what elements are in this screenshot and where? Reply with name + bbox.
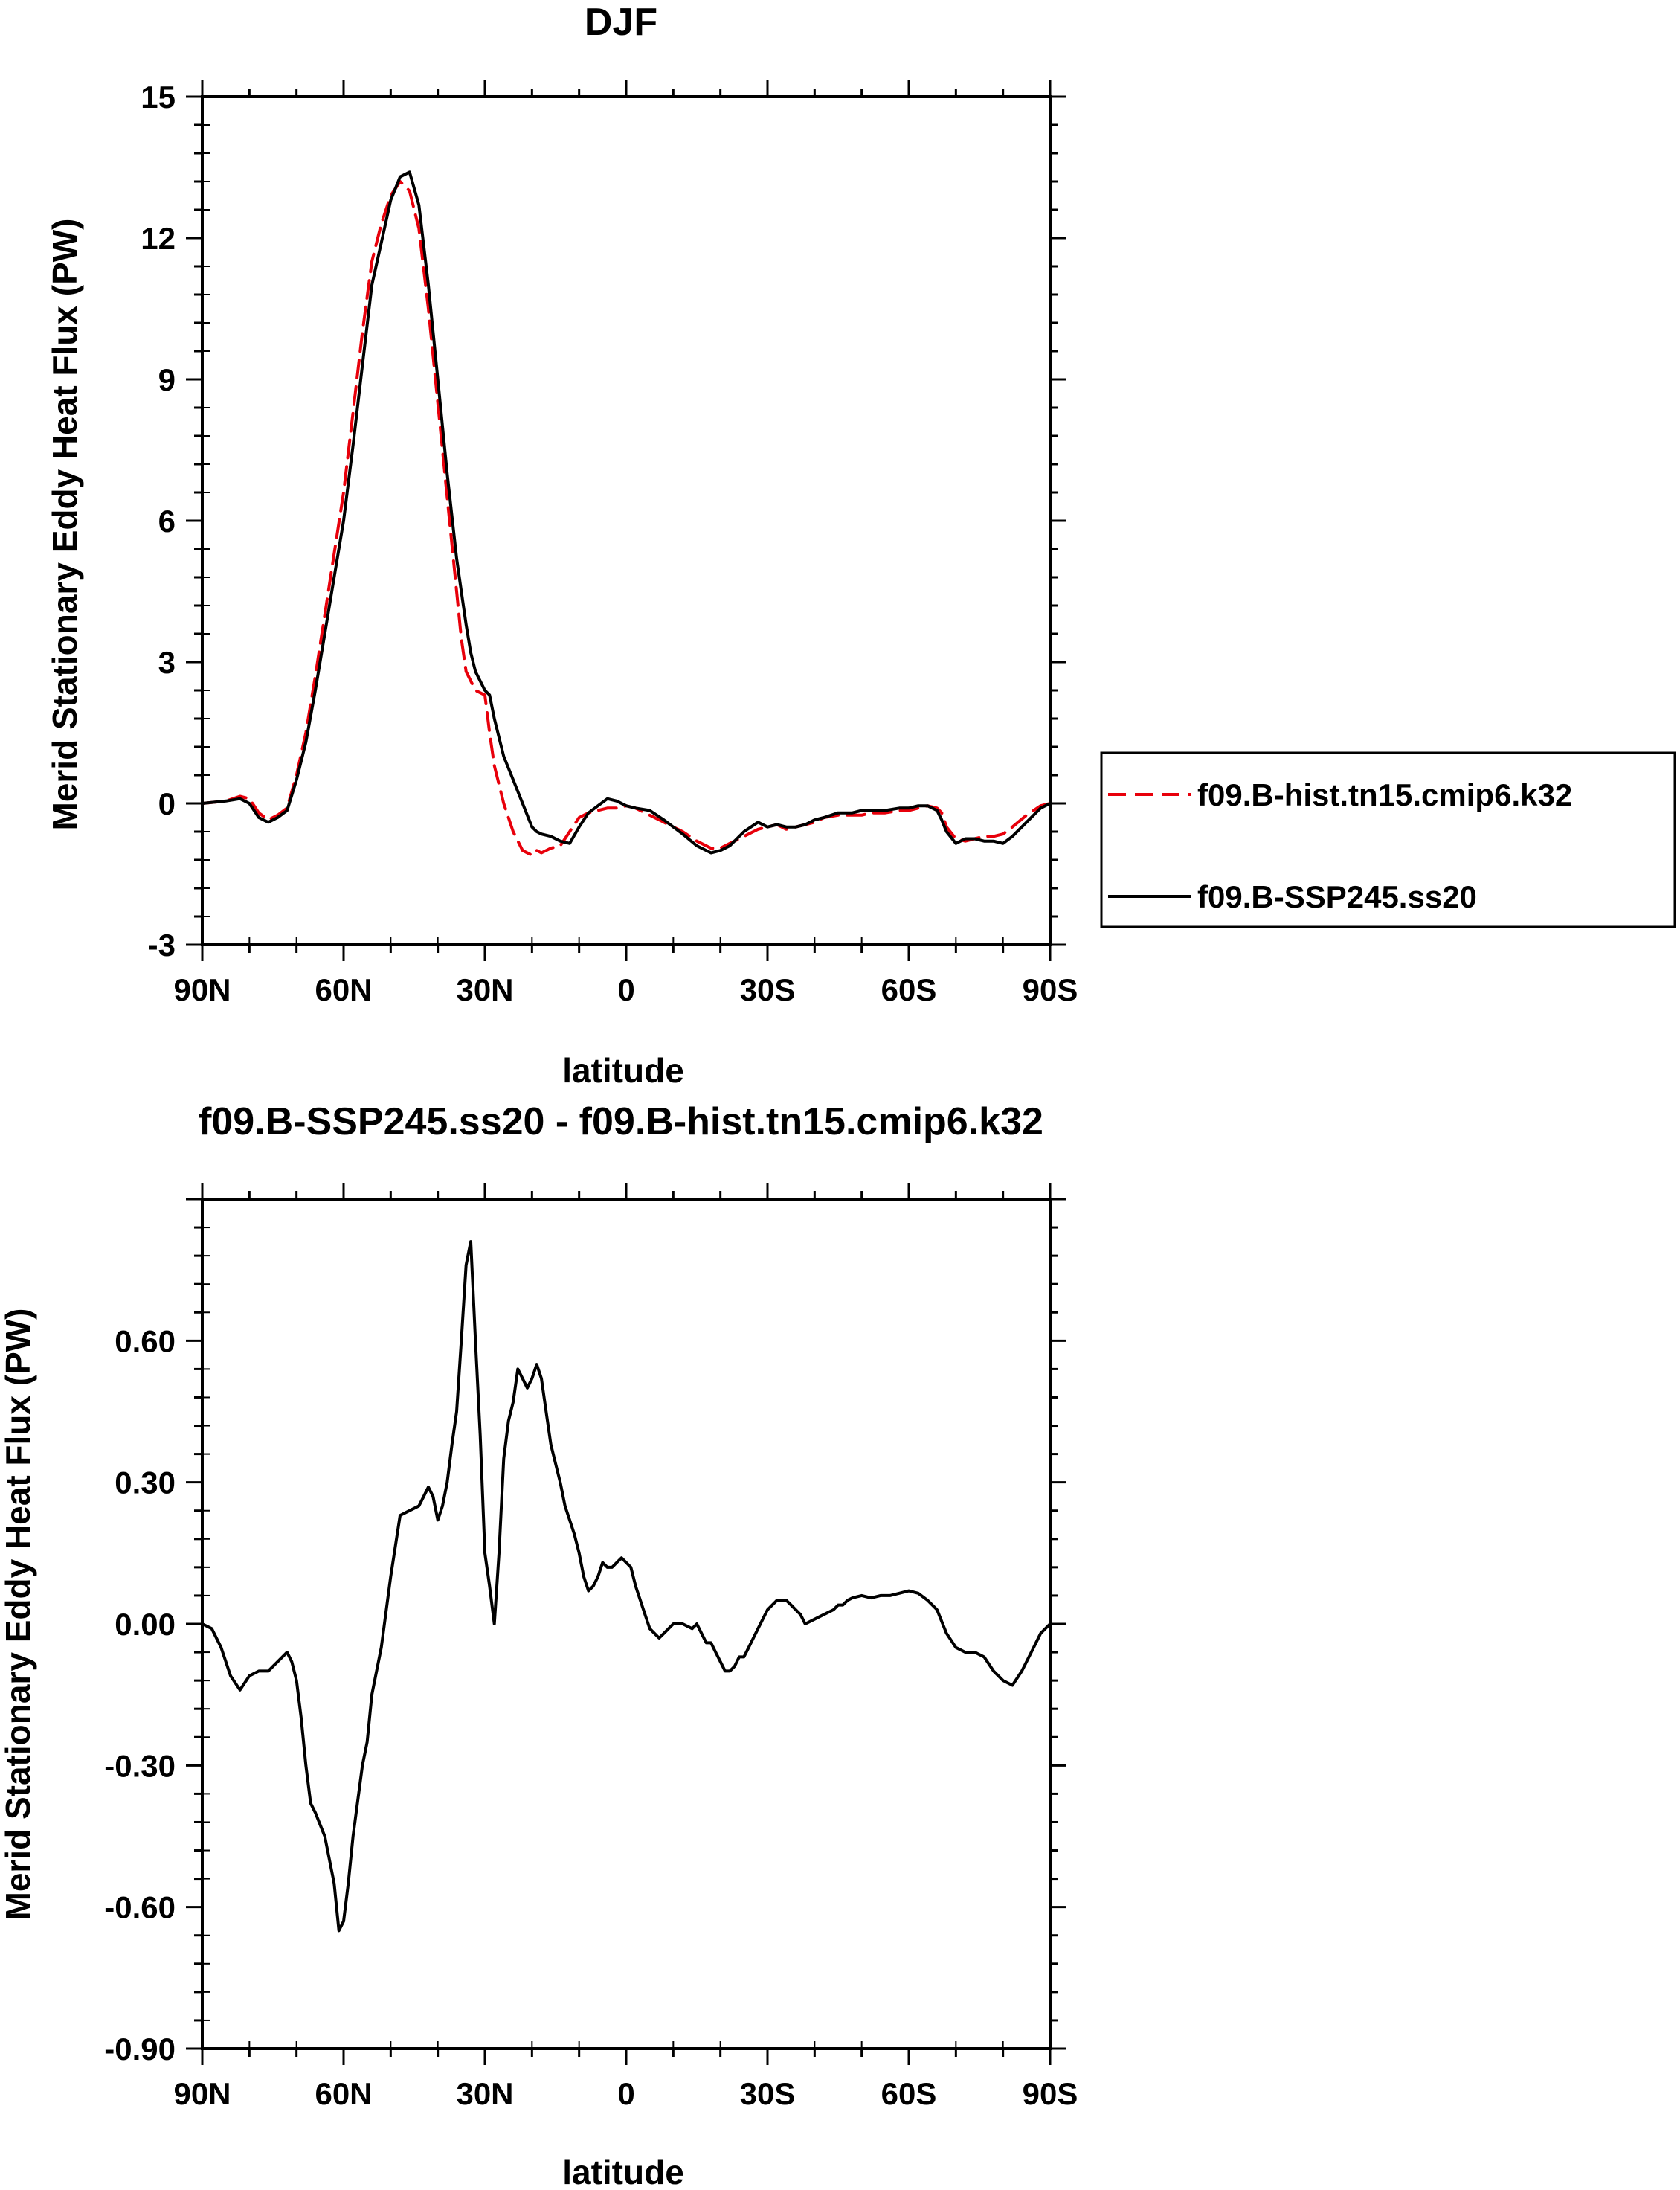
chart-djf-y-tick-label: 12: [141, 221, 176, 256]
chart-diff-x-tick-label: 30N: [456, 2076, 513, 2111]
chart-djf-series-line-ssp: [201, 170, 1052, 855]
chart-djf-frame: [201, 95, 1052, 946]
chart-diff-y-tick-label: 0.00: [115, 1607, 176, 1642]
chart-diff-y-tick-label: -0.60: [104, 1890, 176, 1925]
chart-djf: DJF Merid Stationary Eddy Heat Flux (PW)…: [45, 1, 1078, 1090]
chart-diff-x-tick-label: 90S: [1023, 2076, 1078, 2111]
chart-djf-xlabel: latitude: [562, 1051, 684, 1090]
legend-label-ssp: f09.B-SSP245.ss20: [1197, 879, 1477, 914]
chart-djf-y-tick-label: 0: [158, 786, 176, 821]
chart-diff-x-tick-label: 0: [617, 2076, 634, 2111]
chart-diff-x-ticks: 90N 60N 30N 0 30S 60S 90S: [173, 1183, 1078, 2111]
chart-diff-x-tick-label: 90N: [173, 2076, 231, 2111]
legend: f09.B-hist.tn15.cmip6.k32 f09.B-SSP245.s…: [1100, 751, 1676, 928]
chart-djf-y-tick-label: 9: [158, 362, 176, 397]
chart-diff-x-tick-label: 60N: [315, 2076, 372, 2111]
chart-djf-y-tick-label: 3: [158, 645, 176, 680]
chart-diff-title: f09.B-SSP245.ss20 - f09.B-hist.tn15.cmip…: [199, 1100, 1043, 1143]
chart-diff-y-tick-label: -0.30: [104, 1748, 176, 1783]
chart-diff-y-ticks: 0.60 0.30 0.00 -0.30 -0.60 -0.90: [104, 1198, 1066, 2067]
legend-label-hist: f09.B-hist.tn15.cmip6.k32: [1197, 777, 1572, 812]
chart-djf-x-tick-label: 60N: [315, 972, 372, 1007]
chart-djf-x-tick-label: 30N: [456, 972, 513, 1007]
chart-diff-frame: [201, 1198, 1052, 2050]
chart-djf-series: [201, 170, 1052, 857]
chart-diff-ylabel: Merid Stationary Eddy Heat Flux (PW): [0, 1308, 37, 1921]
legend-box: [1100, 751, 1676, 928]
chart-djf-ylabel: Merid Stationary Eddy Heat Flux (PW): [45, 219, 84, 831]
chart-diff-x-tick-label: 30S: [740, 2076, 796, 2111]
chart-djf-y-tick-label: 15: [141, 80, 176, 115]
chart-djf-x-tick-label: 60S: [881, 972, 937, 1007]
chart-djf-x-tick-label: 30S: [740, 972, 796, 1007]
chart-diff-y-tick-label: 0.30: [115, 1465, 176, 1500]
chart-djf-x-tick-label: 0: [617, 972, 634, 1007]
chart-diff-y-tick-label: 0.60: [115, 1323, 176, 1358]
chart-diff-series-line-difference: [201, 1240, 1052, 1933]
chart-diff-y-tick-label: -0.90: [104, 2032, 176, 2067]
chart-djf-series-line-hist: [201, 180, 1052, 857]
chart-djf-y-tick-label: 6: [158, 504, 176, 539]
chart-djf-y-tick-label: -3: [148, 928, 176, 963]
chart-djf-x-tick-label: 90S: [1023, 972, 1078, 1007]
chart-diff-xlabel: latitude: [562, 2153, 684, 2190]
chart-djf-title: DJF: [585, 1, 657, 44]
chart-djf-x-tick-label: 90N: [173, 972, 231, 1007]
chart-diff: f09.B-SSP245.ss20 - f09.B-hist.tn15.cmip…: [0, 1100, 1078, 2190]
chart-djf-y-ticks: 15 12 9 6 3 0 -3: [141, 80, 1066, 963]
chart-djf-x-ticks: 90N 60N 30N 0 30S 60S 90S: [173, 80, 1078, 1007]
chart-diff-x-tick-label: 60S: [881, 2076, 937, 2111]
chart-diff-series: [201, 1240, 1052, 1933]
